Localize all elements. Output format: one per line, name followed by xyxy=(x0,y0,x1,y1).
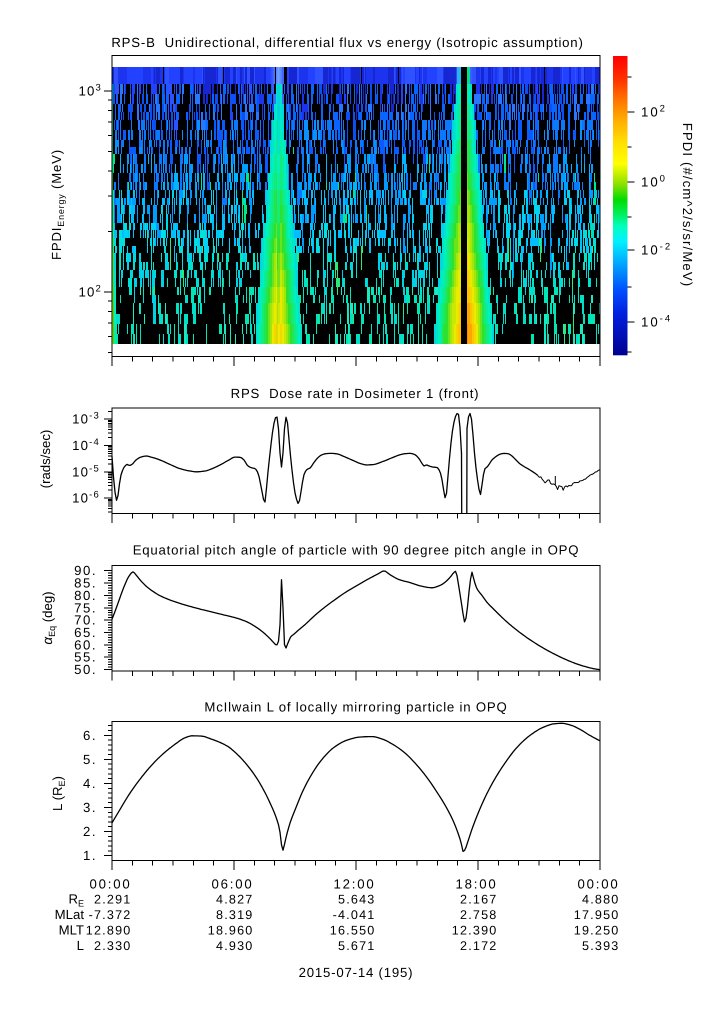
svg-text:103: 103 xyxy=(78,83,102,99)
svg-text:MLat: MLat xyxy=(55,907,85,922)
svg-text:2.330: 2.330 xyxy=(94,939,132,953)
svg-text:2.758: 2.758 xyxy=(460,908,498,922)
svg-text:L: L xyxy=(77,938,84,953)
svg-text:-7.372: -7.372 xyxy=(89,908,132,922)
svg-text:75.: 75. xyxy=(74,600,97,615)
svg-text:65.: 65. xyxy=(74,625,97,640)
svg-text:-4.041: -4.041 xyxy=(333,908,376,922)
svg-text:2.172: 2.172 xyxy=(460,939,498,953)
svg-text:2.167: 2.167 xyxy=(460,893,498,907)
svg-text:90.: 90. xyxy=(74,563,97,578)
svg-text:12.890: 12.890 xyxy=(86,924,132,938)
svg-text:80.: 80. xyxy=(74,588,97,603)
svg-text:FPDIEnergy (MeV): FPDIEnergy (MeV) xyxy=(49,149,66,260)
svg-text:4.: 4. xyxy=(83,776,97,791)
svg-text:5.643: 5.643 xyxy=(338,893,376,907)
svg-text:Equatorial pitch angle of part: Equatorial pitch angle of particle with … xyxy=(133,543,580,558)
svg-text:1.: 1. xyxy=(83,848,97,863)
svg-text:αEq (deg): αEq (deg) xyxy=(40,591,57,644)
svg-text:2.291: 2.291 xyxy=(94,893,132,907)
svg-text:60.: 60. xyxy=(74,637,97,652)
svg-text:70.: 70. xyxy=(74,613,97,628)
svg-text:5.: 5. xyxy=(83,752,97,767)
svg-text:5.671: 5.671 xyxy=(338,939,376,953)
svg-text:8.319: 8.319 xyxy=(216,908,254,922)
svg-text:L (RE): L (RE) xyxy=(50,776,67,811)
svg-text:06:00: 06:00 xyxy=(211,877,253,892)
svg-text:19.250: 19.250 xyxy=(574,924,620,938)
svg-text:MLT: MLT xyxy=(59,923,84,938)
svg-text:2.: 2. xyxy=(83,824,97,839)
svg-text:RPS Dose rate in Dosimeter 1: RPS Dose rate in Dosimeter 1 (front) xyxy=(231,386,480,401)
svg-text:FPDI (#/cm^2/s/sr/MeV): FPDI (#/cm^2/s/sr/MeV) xyxy=(680,123,695,287)
svg-text:85.: 85. xyxy=(74,576,97,591)
svg-text:12:00: 12:00 xyxy=(333,877,375,892)
svg-text:12.390: 12.390 xyxy=(452,924,498,938)
svg-text:(rads/sec): (rads/sec) xyxy=(38,430,53,489)
svg-text:4.827: 4.827 xyxy=(216,893,254,907)
svg-text:00:00: 00:00 xyxy=(89,877,131,892)
svg-text:2015-07-14 (195): 2015-07-14 (195) xyxy=(299,965,414,980)
svg-text:5.393: 5.393 xyxy=(582,939,620,953)
svg-text:3.: 3. xyxy=(83,800,97,815)
svg-text:RPS-B Unidirectional, differe: RPS-B Unidirectional, differential flux … xyxy=(111,35,583,50)
svg-text:4.930: 4.930 xyxy=(216,939,254,953)
svg-text:100: 100 xyxy=(641,174,667,190)
svg-text:6.: 6. xyxy=(83,728,97,743)
svg-text:18.960: 18.960 xyxy=(208,924,254,938)
svg-text:16.550: 16.550 xyxy=(330,924,376,938)
svg-text:McIlwain L of locally mirrorin: McIlwain L of locally mirroring particle… xyxy=(204,700,507,715)
svg-text:17.950: 17.950 xyxy=(574,908,620,922)
svg-text:55.: 55. xyxy=(74,650,97,665)
svg-text:102: 102 xyxy=(78,284,102,300)
svg-text:18:00: 18:00 xyxy=(455,877,497,892)
svg-text:102: 102 xyxy=(641,104,667,120)
svg-text:50.: 50. xyxy=(74,662,97,677)
svg-text:4.880: 4.880 xyxy=(582,893,620,907)
svg-text:00:00: 00:00 xyxy=(577,877,619,892)
